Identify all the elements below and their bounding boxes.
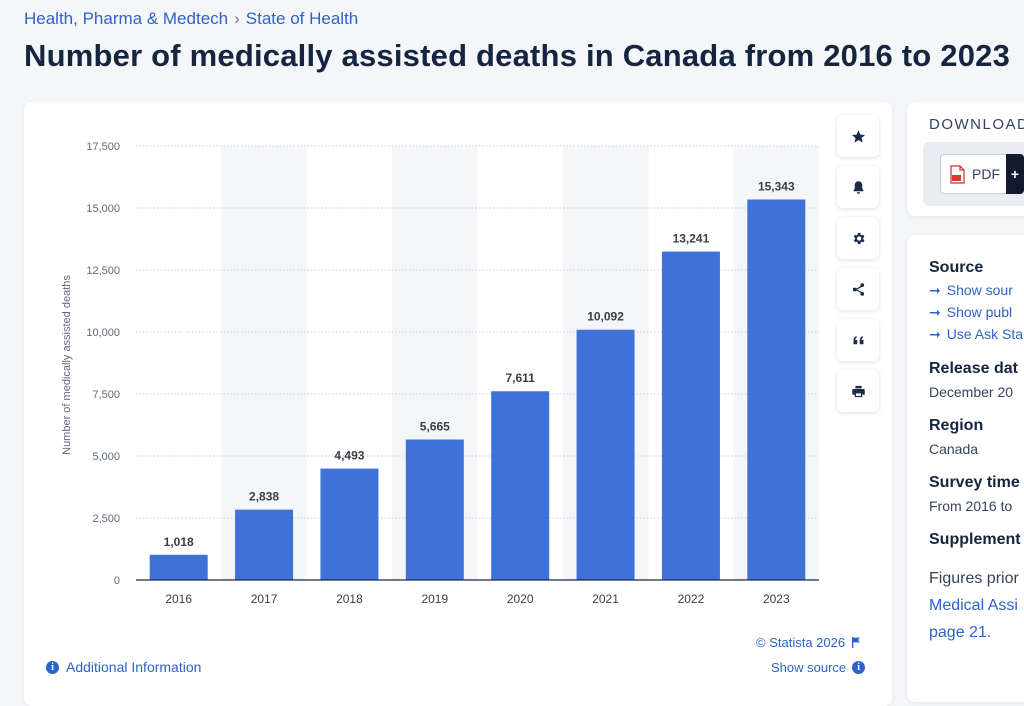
bar-value-label: 1,018: [164, 535, 194, 549]
column-band: [221, 146, 307, 580]
x-tick-label: 2022: [678, 592, 705, 606]
show-publisher-label: Show publ: [946, 304, 1013, 320]
breadcrumb: Health, Pharma & Medtech › State of Health: [24, 9, 358, 29]
x-tick-label: 2023: [763, 592, 790, 606]
additional-information-link[interactable]: i Additional Information: [46, 659, 201, 675]
bar-value-label: 2,838: [249, 490, 279, 504]
favorite-button[interactable]: [837, 115, 879, 157]
star-icon: [851, 129, 865, 143]
flag-icon: [852, 637, 860, 648]
y-tick-label: 5,000: [92, 451, 120, 463]
x-tick-label: 2016: [165, 592, 192, 606]
download-heading: DOWNLOAD: [929, 116, 1024, 133]
pdf-label: PDF: [972, 166, 1000, 182]
x-tick-label: 2017: [251, 592, 278, 606]
statistic-details-card: Source ➞ Show sour ➞ Show publ ➞ Use Ask St…: [907, 235, 1024, 702]
copyright-label: © Statista 2026: [756, 635, 846, 650]
pdf-file-icon: [950, 164, 965, 184]
bar-value-label: 10,092: [587, 310, 624, 324]
arrow-right-icon: ➞: [929, 326, 941, 342]
notification-button[interactable]: [837, 166, 879, 208]
supplementary-notes-text: Figures prior: [929, 570, 1019, 587]
bar: [235, 509, 294, 580]
supplementary-notes-heading: Supplement: [929, 531, 1021, 548]
x-tick-label: 2018: [336, 592, 363, 606]
gear-icon: [853, 232, 864, 244]
bar-chart: 0 2,500 5,000 7,500 10,000 12,500 15,000 17,500…: [61, 141, 819, 606]
statista-copyright-link[interactable]: © Statista 2026: [756, 635, 861, 650]
breadcrumb-separator: ›: [234, 9, 240, 28]
x-tick-label: 2021: [592, 592, 619, 606]
show-source-details-link[interactable]: ➞ Show sour: [929, 282, 1024, 299]
page-title: Number of medically assisted deaths in C…: [24, 38, 1011, 73]
region-heading: Region: [929, 417, 984, 434]
y-tick-label: 7,500: [92, 389, 120, 401]
survey-time-heading: Survey time: [929, 474, 1020, 491]
bar: [576, 329, 635, 580]
show-source-label: Show source: [771, 660, 847, 675]
source-heading: Source: [929, 259, 984, 276]
info-icon: i: [852, 661, 866, 674]
show-publisher-link[interactable]: ➞ Show publ: [929, 304, 1024, 321]
bar: [149, 554, 208, 580]
y-tick-label: 10,000: [86, 327, 120, 339]
x-tick-label: 2020: [507, 592, 534, 606]
breadcrumb-category-link[interactable]: Health, Pharma & Medtech: [24, 9, 229, 28]
y-tick-label: 2,500: [92, 513, 120, 525]
ask-statista-label: Use Ask Sta: [946, 326, 1023, 342]
y-tick-label: 0: [114, 575, 120, 587]
download-more-button[interactable]: +: [1006, 154, 1024, 194]
supplementary-notes-page[interactable]: page 21.: [929, 624, 992, 641]
download-options: PDF +: [923, 142, 1024, 206]
print-icon: [851, 385, 865, 397]
y-axis-label: Number of medically assisted deaths: [61, 275, 73, 455]
breadcrumb-topic-link[interactable]: State of Health: [245, 9, 359, 28]
release-date-heading: Release dat: [929, 360, 1018, 377]
bar-value-label: 5,665: [420, 420, 450, 434]
print-button[interactable]: [837, 370, 879, 412]
bar-value-label: 15,343: [758, 179, 795, 193]
quote-icon: [853, 335, 863, 344]
region-value: Canada: [929, 441, 979, 457]
release-date-value: December 20: [929, 384, 1014, 400]
bar: [320, 468, 379, 580]
cite-button[interactable]: [837, 319, 879, 361]
arrow-right-icon: ➞: [929, 282, 941, 298]
y-tick-label: 15,000: [86, 203, 120, 215]
info-icon: i: [46, 660, 59, 674]
chart-card: 0 2,500 5,000 7,500 10,000 12,500 15,000 17,500…: [24, 102, 892, 706]
x-tick-label: 2019: [421, 592, 448, 606]
supplementary-notes-link[interactable]: Medical Assi: [929, 597, 1018, 614]
bar-value-label: 7,611: [506, 371, 536, 385]
bar-value-label: 4,493: [334, 449, 364, 463]
show-source-link[interactable]: Show source i: [771, 660, 866, 675]
bar: [491, 391, 550, 580]
settings-button[interactable]: [837, 217, 879, 259]
share-button[interactable]: [837, 268, 879, 310]
ask-statista-link[interactable]: ➞ Use Ask Sta: [929, 326, 1024, 343]
bell-icon: [853, 180, 863, 194]
arrow-right-icon: ➞: [929, 304, 941, 320]
download-card: DOWNLOAD PDF +: [907, 102, 1024, 216]
y-tick-label: 17,500: [86, 141, 120, 153]
additional-information-label: Additional Information: [66, 659, 202, 675]
bar-value-label: 13,241: [673, 232, 710, 246]
bar: [747, 199, 806, 580]
bar: [661, 251, 720, 580]
y-tick-label: 12,500: [86, 265, 120, 277]
show-source-details-label: Show sour: [946, 282, 1013, 298]
survey-time-value: From 2016 to: [929, 498, 1013, 514]
bar: [405, 439, 464, 580]
chart-toolbar: [837, 115, 879, 421]
share-icon: [852, 282, 864, 296]
